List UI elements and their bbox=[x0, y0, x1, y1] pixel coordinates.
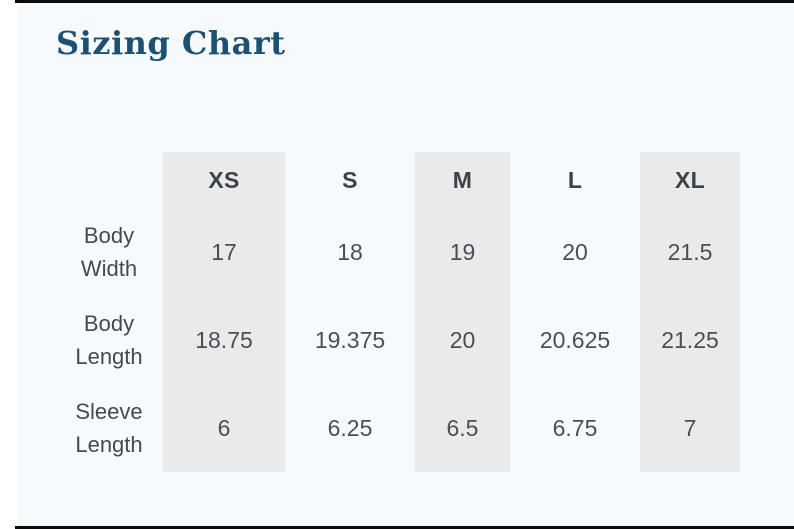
sizing-table: XS S M L XL Body Width 17 18 19 20 21.5 … bbox=[55, 152, 740, 472]
cell-sleeve-length-m: 6.5 bbox=[415, 384, 510, 472]
bottom-edge-bar bbox=[15, 526, 794, 529]
cell-sleeve-length-xl: 7 bbox=[640, 384, 740, 472]
page-title: Sizing Chart bbox=[56, 24, 286, 62]
row-label-body-length: Body Length bbox=[75, 311, 143, 369]
row-label-sleeve-length: Sleeve Length bbox=[75, 399, 143, 457]
cell-body-length-xs: 18.75 bbox=[163, 296, 285, 384]
row-label-body-width: Body Width bbox=[80, 223, 138, 281]
column-header-xl: XL bbox=[640, 152, 740, 208]
table-row-body-length: Body Length 18.75 19.375 20 20.625 21.25 bbox=[55, 296, 740, 384]
cell-body-width-m: 19 bbox=[415, 208, 510, 296]
corner-cell bbox=[55, 152, 163, 208]
cell-sleeve-length-s: 6.25 bbox=[327, 414, 373, 441]
table-row-sleeve-length: Sleeve Length 6 6.25 6.5 6.75 7 bbox=[55, 384, 740, 472]
cell-sleeve-length-xs: 6 bbox=[163, 384, 285, 472]
cell-body-width-s: 18 bbox=[337, 238, 363, 265]
column-header-l: L bbox=[567, 166, 583, 193]
cell-body-length-xl: 21.25 bbox=[640, 296, 740, 384]
table-row-body-width: Body Width 17 18 19 20 21.5 bbox=[55, 208, 740, 296]
cell-body-length-l: 20.625 bbox=[539, 326, 611, 353]
header-row: XS S M L XL bbox=[55, 152, 740, 208]
cell-sleeve-length-l: 6.75 bbox=[552, 414, 598, 441]
cell-body-width-l: 20 bbox=[562, 238, 588, 265]
cell-body-length-s: 19.375 bbox=[314, 326, 386, 353]
cell-body-length-m: 20 bbox=[415, 296, 510, 384]
top-edge-bar bbox=[15, 0, 794, 3]
cell-body-width-xl: 21.5 bbox=[640, 208, 740, 296]
column-header-m: M bbox=[415, 152, 510, 208]
column-header-s: S bbox=[342, 166, 358, 193]
cell-body-width-xs: 17 bbox=[163, 208, 285, 296]
column-header-xs: XS bbox=[163, 152, 285, 208]
